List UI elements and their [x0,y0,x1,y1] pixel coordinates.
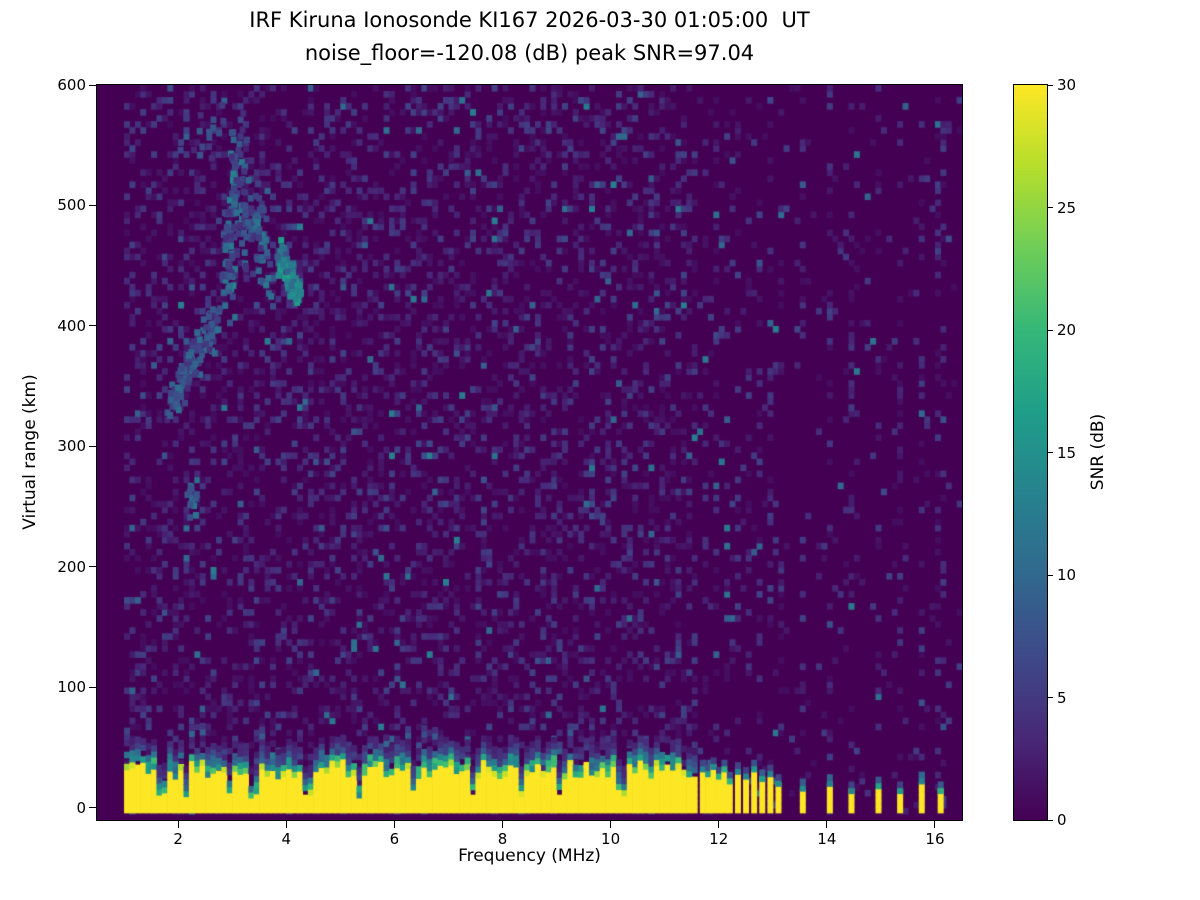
colorbar-tick-label: 20 [1057,321,1077,339]
colorbar-canvas [1014,85,1047,820]
y-tick-label: 400 [57,316,86,335]
y-tick-label: 500 [57,196,86,215]
x-tick-label: 2 [173,830,183,848]
y-tick-mark [89,686,96,688]
y-tick-label: 0 [76,798,86,817]
y-tick-label: 100 [57,678,86,697]
colorbar-tick-label: 10 [1057,566,1077,584]
y-tick-label: 300 [57,437,86,456]
x-tick-mark [718,821,720,828]
x-tick-label: 16 [925,830,945,848]
x-tick-mark [285,821,287,828]
x-tick-mark [610,821,612,828]
colorbar-tick-mark [1047,207,1053,208]
y-tick-label: 200 [57,557,86,576]
colorbar-tick-mark [1047,819,1053,821]
colorbar-label: SNR (dB) [1088,413,1108,491]
x-tick-mark [177,821,179,828]
x-axis-label: Frequency (MHz) [458,846,601,866]
x-tick-mark [826,821,828,828]
colorbar-tick-mark [1047,697,1053,698]
chart-subtitle: noise_floor=-120.08 (dB) peak SNR=97.04 [304,41,755,65]
y-tick-mark [89,84,96,86]
colorbar-tick-label: 25 [1057,198,1077,217]
colorbar-tick-mark [1047,84,1053,86]
y-tick-mark [89,807,96,809]
y-tick-mark [89,566,96,568]
x-tick-label: 14 [817,830,837,848]
x-tick-mark [393,821,395,828]
y-tick-mark [89,325,96,327]
x-tick-label: 12 [709,830,729,848]
colorbar-tick-mark [1047,452,1053,453]
x-tick-label: 6 [389,830,400,848]
colorbar-tick-mark [1047,574,1053,576]
x-tick-label: 4 [281,830,291,848]
y-tick-mark [89,204,96,206]
x-tick-mark [501,821,503,828]
x-tick-mark [934,821,936,828]
colorbar-tick-mark [1047,329,1053,331]
colorbar-tick-label: 0 [1057,811,1067,829]
colorbar-tick-label: 15 [1057,443,1077,462]
x-tick-label: 10 [601,830,621,848]
ionogram-heatmap-canvas [97,85,962,820]
colorbar-tick-label: 30 [1057,76,1077,94]
y-tick-mark [89,445,96,447]
y-tick-label: 600 [57,76,86,94]
colorbar-tick-label: 5 [1057,688,1067,707]
x-tick-label: 8 [497,830,508,848]
chart-title: IRF Kiruna Ionosonde KI167 2026-03-30 01… [249,8,810,32]
